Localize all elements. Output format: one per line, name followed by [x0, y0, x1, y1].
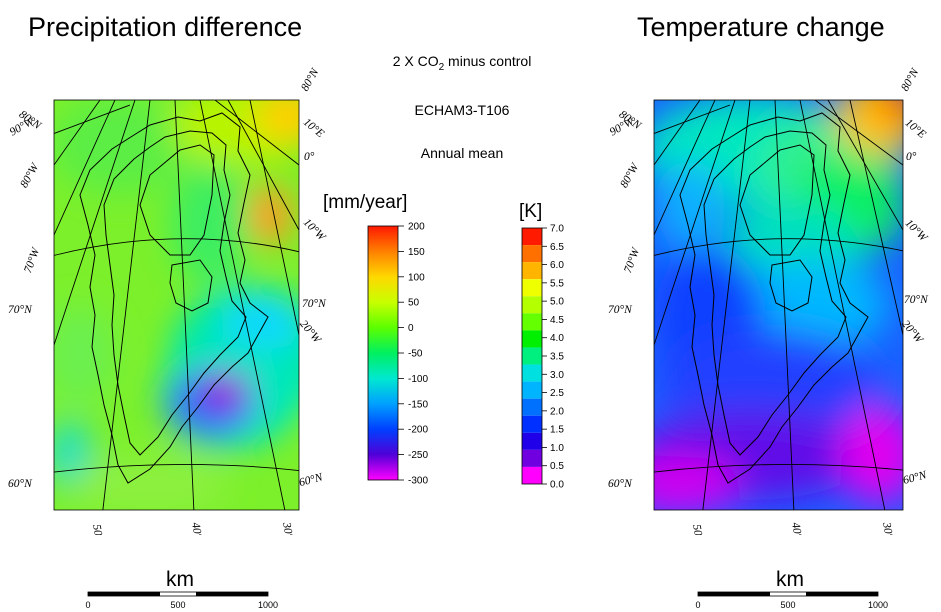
lat-70n-right-label: 70°N [302, 298, 327, 310]
lon-70w-label: 70°W [22, 245, 43, 275]
temp-colorbar-cell [522, 245, 542, 263]
precipitation-map: 80°N 10°E 0° 10°W 70°N 20°W 60°N 80°N 90… [8, 66, 329, 535]
scale-tick-500: 500 [170, 600, 185, 610]
lon-0-label: 0° [304, 151, 315, 163]
graticule [54, 100, 299, 510]
lat-80n-label: 80°N [299, 66, 322, 94]
precipitation-title: Precipitation difference [28, 12, 303, 42]
temp-unit-label: [K] [519, 201, 543, 222]
lat-70n-right-label: 70°N [904, 294, 929, 306]
precip-colorbar-tick-label: -300 [408, 476, 428, 487]
temp-colorbar-tick-label: 4.0 [550, 333, 564, 344]
lon-30w-label: 30°W [280, 520, 297, 535]
precip-colorbar-tick-label: -150 [408, 399, 428, 410]
lat-70n-left-label: 70°N [608, 304, 633, 316]
precip-colorbar-fill [367, 225, 399, 481]
lon-80w-label: 80°W [18, 160, 42, 189]
scale-tick-0: 0 [695, 600, 700, 610]
lat-60n-left-label: 60°N [8, 478, 33, 490]
scale-tick-1000: 1000 [868, 600, 888, 610]
lon-40w-label: 40°W [189, 521, 206, 535]
scale-unit-label: km [166, 568, 194, 591]
temp-colorbar-tick-label: 3.5 [550, 352, 564, 363]
temp-colorbar-tick-label: 2.5 [550, 388, 564, 399]
precip-colorbar: 200 150 100 50 0 -50 -100 -150 -200 -250 -300 [367, 222, 428, 487]
greenland-coastline [79, 112, 269, 484]
greenland-coastline [679, 112, 869, 484]
precip-colorbar-tick-label: 200 [408, 222, 425, 233]
temp-colorbar-cell [522, 398, 542, 416]
lon-40w-label: 40°W [789, 521, 806, 535]
lon-20w-label: 20°W [297, 318, 324, 346]
temp-colorbar-cell [522, 279, 542, 297]
precip-colorbar-tick-label: -250 [408, 450, 428, 461]
temp-colorbar-tick-label: 6.0 [550, 260, 564, 271]
precip-colorbar-tick-label: -200 [408, 425, 428, 436]
precip-colorbar-tick-label: -50 [408, 349, 423, 360]
temperature-map: 80°N 10°E 0° 10°W 70°N 20°W 60°N 80°N 90… [608, 66, 930, 535]
lon-10w-label: 10°W [301, 217, 329, 245]
temperature-field [654, 100, 903, 510]
temp-colorbar-tick-label: 0.0 [550, 480, 564, 491]
lat-70n-left-label: 70°N [8, 304, 33, 316]
graticule [654, 100, 903, 510]
temp-colorbar-cell [522, 262, 542, 280]
temp-colorbar-cell [522, 432, 542, 450]
lon-10w-label: 10°W [902, 217, 930, 245]
temp-colorbar-tick-label: 0.5 [550, 461, 564, 472]
precip-colorbar-tick-label: 100 [408, 272, 425, 283]
temp-colorbar-cell [522, 330, 542, 348]
temp-colorbar-tick-label: 4.5 [550, 315, 564, 326]
temperature-title: Temperature change [637, 12, 885, 42]
temp-colorbar-tick-label: 7.0 [550, 224, 564, 235]
precipitation-field [54, 100, 299, 510]
scale-tick-0: 0 [85, 600, 90, 610]
precip-colorbar-tick-label: 50 [408, 298, 420, 309]
temp-colorbar-cell [522, 313, 542, 331]
temp-colorbar-tick-label: 3.0 [550, 370, 564, 381]
lon-30w-label: 30°W [880, 520, 897, 535]
precip-colorbar-tick-label: 150 [408, 247, 425, 258]
lon-10e-label: 10°E [903, 117, 928, 141]
temp-colorbar-cell [522, 415, 542, 433]
scale-unit-label: km [776, 568, 804, 591]
lon-80w-label: 80°W [618, 160, 642, 189]
scale-tick-1000: 1000 [258, 600, 278, 610]
lat-60n-right-label: 60°N [902, 469, 929, 487]
scale-tick-500: 500 [780, 600, 795, 610]
temp-colorbar-cell [522, 347, 542, 365]
precip-colorbar-tick-label: 0 [408, 323, 414, 334]
temp-colorbar-tick-label: 5.5 [550, 278, 564, 289]
temp-colorbar-tick-label: 6.5 [550, 242, 564, 253]
temp-colorbar-cell [522, 381, 542, 399]
lon-70w-label: 70°W [622, 245, 643, 275]
period-label: Annual mean [420, 145, 504, 161]
temp-colorbar-tick-label: 2.0 [550, 406, 564, 417]
lon-10e-label: 10°E [301, 116, 326, 140]
scale-bar-right: km 0 500 1000 [695, 568, 888, 610]
model-label: ECHAM3-T106 [414, 102, 510, 118]
temp-colorbar-cell [522, 364, 542, 382]
temp-colorbar-cell [522, 466, 542, 484]
temp-colorbar: 7.0 6.5 6.0 5.5 5.0 4.5 4.0 3.5 3.0 2.5 2.0 1.5 1.0 0… [521, 224, 564, 491]
temp-colorbar-tick-label: 1.0 [550, 443, 564, 454]
temp-colorbar-cell [522, 449, 542, 467]
lat-60n-right-label: 60°N [298, 471, 325, 489]
precip-colorbar-tick-label: -100 [408, 374, 428, 385]
precip-unit-label: [mm/year] [323, 192, 408, 213]
experiment-label: 2 X CO2 minus control [392, 53, 532, 73]
lon-0-label: 0° [906, 151, 917, 163]
lon-50w-label: 50°W [690, 523, 707, 535]
lon-50w-label: 50°W [90, 523, 107, 535]
lat-80n-label: 80°N [899, 66, 922, 94]
temp-colorbar-tick-label: 1.5 [550, 425, 564, 436]
temp-colorbar-cell [522, 296, 542, 314]
lat-60n-left-label: 60°N [608, 478, 633, 490]
temp-colorbar-tick-label: 5.0 [550, 297, 564, 308]
temp-colorbar-cell [522, 228, 542, 246]
scale-bar-left: km 0 500 1000 [85, 568, 278, 610]
